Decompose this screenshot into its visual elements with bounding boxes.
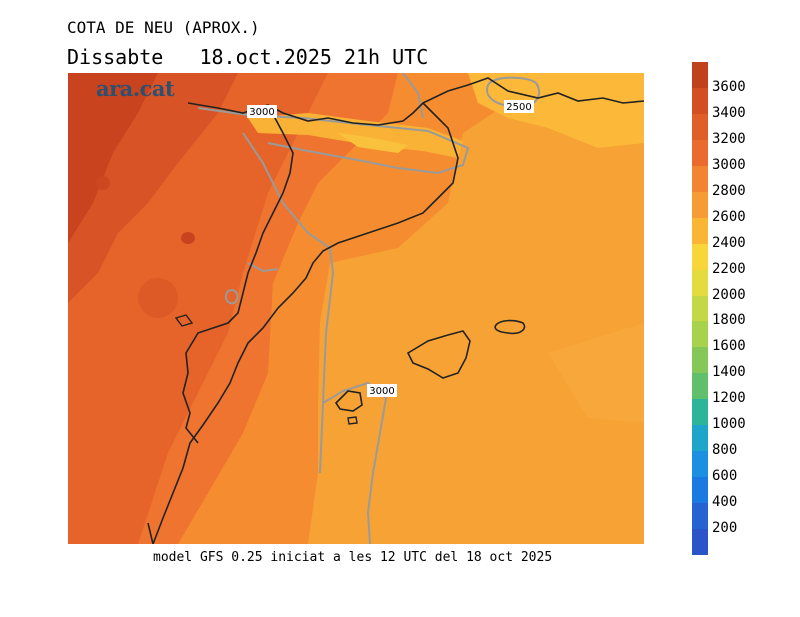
colorbar-segment [692,347,708,374]
coastline-france [422,77,644,104]
contour-label: 2500 [504,100,534,113]
island-formentera [347,416,358,425]
araCat-logo[interactable]: ara.cat [96,76,175,101]
colorbar-tick-label: 1800 [712,312,746,329]
colorbar-segment [692,399,708,426]
colorbar-tick-label: 400 [712,494,738,511]
colorbar-tick-label: 1000 [712,416,746,433]
colorbar-tick-label: 3400 [712,104,746,121]
map-title: COTA DE NEU (APROX.) [67,18,260,37]
field-blob [138,278,178,318]
coastline [147,522,154,544]
contour-label: 3000 [367,384,397,397]
field-blob [96,176,110,190]
colorbar-segment [692,503,708,530]
contour-label-text: 3000 [369,386,394,397]
colorbar-tick-label: 800 [712,442,738,459]
colorbar-tick-label: 2200 [712,260,746,277]
colorbar-segment [692,373,708,400]
field-2700 [548,323,644,423]
contour-line [247,262,279,273]
colorbar-segment [692,425,708,452]
colorbar-tick-label: 200 [712,520,738,537]
contour-line [322,381,388,544]
island-mallorca [406,330,471,379]
colorbar-tick-label: 2000 [712,286,746,303]
colorbar-segment [692,217,708,245]
field-3600 [68,73,158,243]
colorbar-segment [692,529,708,556]
map-canvas: 3000 2500 3000 [68,73,644,544]
colorbar-tick-label: 3000 [712,156,746,173]
colorbar-segment [692,113,708,141]
colorbar-tick-label: 2800 [712,182,746,199]
border-line [182,104,294,444]
colorbar-tick-label: 1200 [712,390,746,407]
colorbar-tick-label: 2400 [712,234,746,251]
colorbar-tick-label: 3200 [712,130,746,147]
coastline [152,101,459,544]
colorbar-tick-label: 2600 [712,208,746,225]
colorbar-segment [692,165,708,193]
colorbar-tick-label: 600 [712,468,738,485]
colorbar-segment [692,451,708,478]
field-2400 [338,133,408,153]
colorbar-tick-label: 1400 [712,364,746,381]
colorbar-segment [692,477,708,504]
contour-label: 3000 [247,105,277,118]
colorbar-tick-label: 1600 [712,338,746,355]
snow-level-map[interactable]: 3000 2500 3000 [68,73,644,544]
colorbar-tick-label: 3600 [712,78,746,95]
colorbar-segment [692,191,708,219]
colorbar-segment [692,62,708,89]
contour-line [197,107,470,175]
coastline [174,314,194,327]
field-blob [181,232,195,244]
colorbar-segment [692,269,708,297]
contour-label-text: 3000 [249,107,274,118]
island-eivissa [334,390,363,412]
colorbar-segment [692,243,708,271]
contour-label-text: 2500 [506,102,531,113]
map-datetime: Dissabte 18.oct.2025 21h UTC [67,45,429,69]
model-caption: model GFS 0.25 iniciat a les 12 UTC del … [153,550,553,565]
colorbar-segment [692,321,708,348]
colorbar-segment [692,139,708,167]
contour-line [402,73,424,119]
colorbar-segment [692,87,708,115]
contour-line [224,289,239,305]
island-menorca [494,319,526,335]
colorbar [692,62,708,556]
colorbar-segment [692,295,708,322]
